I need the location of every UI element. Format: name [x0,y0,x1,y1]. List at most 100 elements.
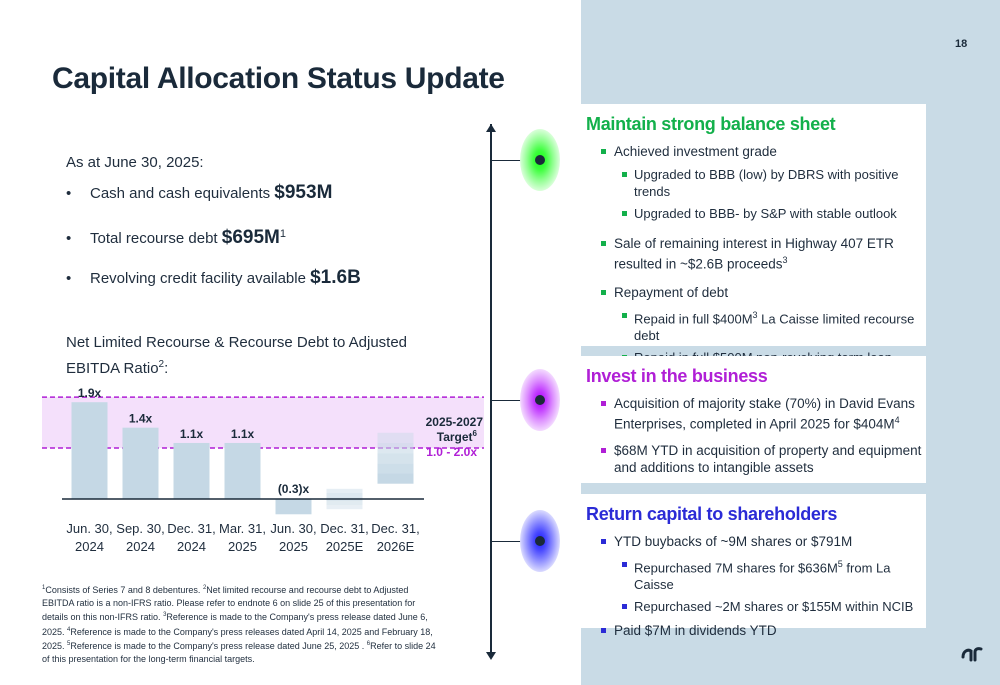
card-return-capital: Return capital to shareholders YTD buyba… [572,494,926,638]
item-text: YTD buybacks of ~9M shares or $791M [614,534,853,549]
data-label-4: (0.3)x [278,482,310,496]
sub-item-sup: 5 [837,559,843,569]
sub-item-text: Upgraded to BBB (low) by DBRS with posit… [634,167,899,199]
tick-label-4-0: Jun. 30, [270,521,316,536]
estimate-bar-6-segment [377,453,414,464]
estimate-bar-6-segment [377,473,414,484]
item-text: Paid $7M in dividends YTD [614,623,777,639]
target-band [42,397,484,449]
square-bullet-icon [601,401,606,406]
data-label-0: 1.9x [78,386,102,400]
tick-label-5-0: Dec. 31, [320,521,368,536]
tick-label-6-0: Dec. 31, [371,521,419,536]
sub-item-text-after: from La Caisse [634,560,891,593]
tick-label-6-1: 2026E [377,539,415,554]
node-dot [535,155,545,165]
estimate-bar-6-segment [377,442,414,454]
bullet: • [66,230,72,247]
sub-list-item: Repurchased 7M shares for $636M5 from La… [586,556,926,593]
target-label-2-sup: 6 [473,429,478,438]
ratio-title-text: Net Limited Recourse & Recourse Debt to … [66,334,408,377]
square-bullet-icon [601,447,606,453]
square-bullet-icon [622,172,627,177]
connector-line [491,541,539,542]
kpi-debt: • Total recourse debt $695M1 [66,227,286,249]
square-bullet-icon [601,539,606,544]
list-item: Achieved investment grade [586,143,926,160]
connector-line [491,400,539,401]
tick-label-3-0: Mar. 31, [219,521,266,536]
card-balance-sheet: Maintain strong balance sheet Achieved i… [572,104,926,365]
bar-2 [173,442,210,499]
kpi-credit-facility: • Revolving credit facility available $1.… [66,267,361,289]
ratio-bar-chart: 1.9x 1.4x 1.1x 1.1x (0.3)x Jun. 30, 2024 Sep. 3… [42,386,484,554]
estimate-bar-6-segment [377,463,414,474]
estimate-bar-5-segment [326,488,363,493]
data-label-3: 1.1x [231,427,255,441]
item-text: Repayment of debt [614,284,729,300]
arrow-up-icon [486,124,496,132]
list-item: Sale of remaining interest in Highway 40… [586,235,926,273]
kpi-label: Total recourse debt [90,230,218,247]
timeline-axis [490,124,492,656]
card-title: Invest in the business [586,366,768,386]
ratio-title-sup: 2 [158,359,165,370]
ratio-title-suffix: : [164,360,169,377]
bullet: • [66,270,72,287]
data-label-1: 1.4x [129,412,153,426]
footnote-2: Net limited recourse and recourse debt t… [42,585,416,622]
square-bullet-icon [622,562,627,567]
bar-4 [275,499,312,515]
sub-item-text-after: La Caisse limited recourse debt [634,310,915,343]
item-sup: 3 [782,255,788,265]
tick-label-5-1: 2025E [326,539,364,554]
tick-label-0-0: Jun. 30, [66,521,112,536]
footnotes: 1Consists of Series 7 and 8 debentures. … [42,585,436,664]
data-label-2: 1.1x [180,427,204,441]
bars-group [71,402,414,515]
ratio-chart-title: Net Limited Recourse & Recourse Debt to … [66,332,426,380]
card-title: Return capital to shareholders [586,504,838,524]
tick-label-2-0: Dec. 31, [167,521,215,536]
list-item: Repayment of debt [586,284,926,301]
square-bullet-icon [601,241,606,246]
page-number: 18 [955,38,968,50]
list-item: Acquisition of majority stake (70%) in D… [586,395,926,433]
estimate-bar-5-segment [326,492,363,497]
footnote-3: Reference is made to the Company's press… [42,612,428,637]
tick-label-4-1: 2025 [279,539,308,554]
sub-list-item: Upgraded to BBB (low) by DBRS with posit… [586,166,926,200]
square-bullet-icon [601,149,606,154]
estimate-bar-6-segment [377,432,414,443]
sub-list-item: Repaid in full $400M3 La Caisse limited … [586,307,926,344]
as-at-date: As at June 30, 2025: [66,154,204,171]
sub-list-item: Upgraded to BBB- by S&P with stable outl… [586,205,926,222]
footnote-1: Consists of Series 7 and 8 debentures. [45,585,203,595]
sub-list-item: Repurchased ~2M shares or $155M within N… [586,598,926,615]
square-bullet-icon [622,604,627,610]
kpi-label: Revolving credit facility available [90,270,306,287]
target-label-2-text: Target [437,430,473,444]
sub-item-text: Repurchased 7M shares for $636M [634,560,838,576]
item-sup: 4 [894,415,900,425]
labels-group: 1.9x 1.4x 1.1x 1.1x (0.3)x Jun. 30, 2024 Sep. 3… [66,386,419,554]
target-label: 2025-2027 [426,415,484,429]
tick-label-3-1: 2025 [228,539,257,554]
square-bullet-icon [601,289,606,295]
card-title: Maintain strong balance sheet [586,114,836,134]
sub-item-text: Repurchased ~2M shares or $155M within N… [634,599,914,615]
kpi-value: $953M [274,182,333,203]
square-bullet-icon [622,312,627,318]
sub-item-text: Repaid in full $400M [634,310,753,326]
tick-label-0-1: 2024 [75,539,104,554]
item-text: Sale of remaining interest in Highway 40… [614,236,894,272]
sub-item-text: Upgraded to BBB- by S&P with stable outl… [634,206,897,221]
connector-line [491,160,539,161]
footnote-4: Reference is made to the Company's press… [42,626,433,652]
kpi-value: $695M [221,227,280,248]
ar-logo-icon [961,647,983,662]
footnote-5: Reference is made to the Company's press… [70,641,367,651]
node-dot [535,395,545,405]
target-range-label: 1.0 - 2.0x [426,445,477,459]
arrow-down-icon [486,652,496,660]
